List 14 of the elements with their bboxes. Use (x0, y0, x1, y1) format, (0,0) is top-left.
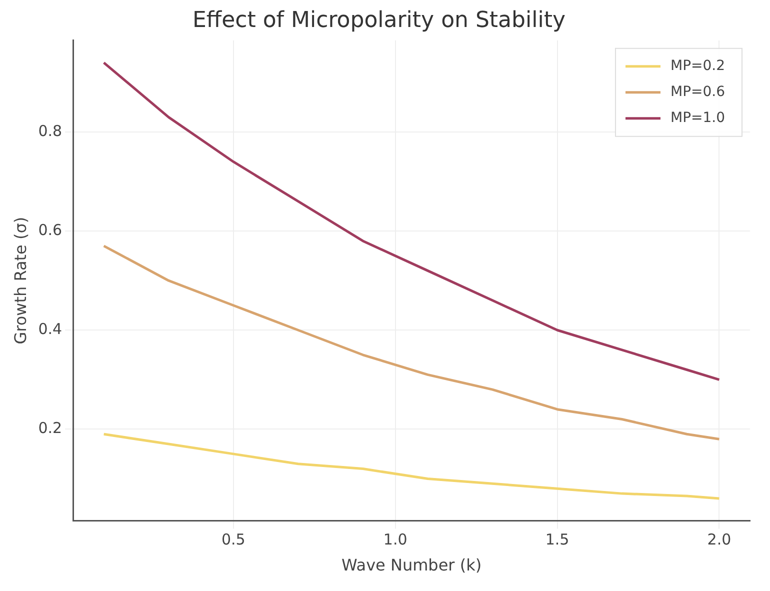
y-tick-label: 0.8 (38, 122, 62, 140)
x-tick-label: 2.0 (707, 530, 732, 549)
y-tick-label: 0.2 (38, 419, 62, 438)
y-axis-title: Growth Rate (σ) (10, 216, 30, 344)
y-tick-label: 0.6 (38, 220, 62, 239)
x-tick-label: 0.5 (221, 530, 246, 549)
y-tick-label: 0.4 (38, 320, 62, 338)
legend-label: MP=0.6 (670, 84, 726, 100)
x-tick-label: 1.5 (545, 530, 570, 549)
x-tick-label: 1.0 (383, 530, 408, 549)
legend-label: MP=1.0 (670, 110, 726, 126)
chart-title: Effect of Micropolarity on Stability (192, 8, 566, 33)
x-axis-title: Wave Number (k) (341, 556, 482, 575)
legend-label: MP=0.2 (670, 58, 726, 74)
